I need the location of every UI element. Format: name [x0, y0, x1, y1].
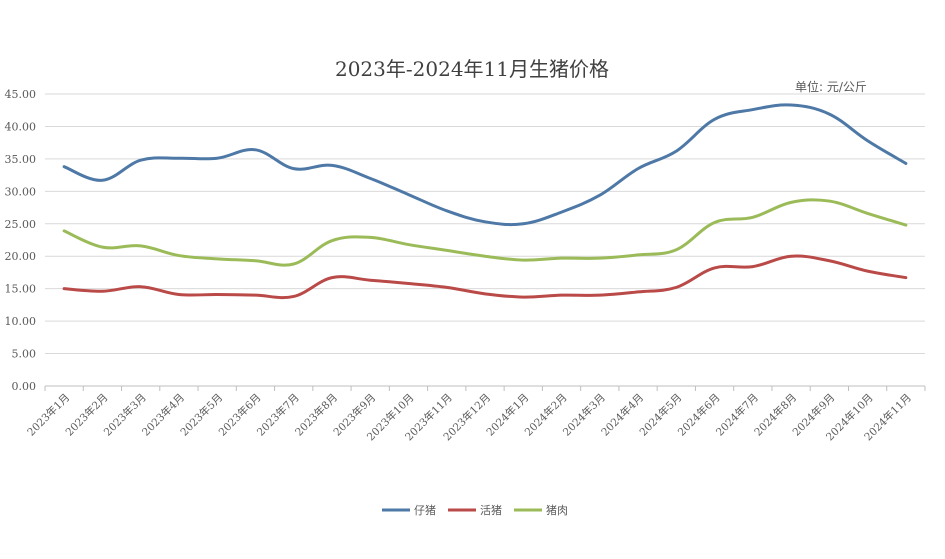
legend-label: 活猪	[480, 504, 502, 517]
series-line-2	[62, 254, 908, 300]
y-tick-labels: 0.00 5.00 10.00 15.00 20.00 25.00 30.00 35.00 40…	[5, 88, 37, 393]
series-layer	[62, 103, 908, 300]
x-tick-labels: 2023年1月2023年2月2023年3月2023年4月2023年5月2023年…	[25, 391, 914, 443]
series-line-3	[62, 198, 908, 267]
y-tick-label: 20.00	[5, 250, 37, 263]
y-tick-label: 40.00	[5, 120, 37, 133]
grid-layer	[44, 93, 926, 391]
y-tick-label: 10.00	[5, 315, 37, 328]
y-tick-label: 5.00	[12, 348, 37, 361]
series-line-1	[62, 103, 908, 227]
y-tick-label: 45.00	[5, 88, 37, 101]
legend-label: 仔猪	[414, 504, 436, 517]
y-tick-label: 15.00	[5, 283, 37, 296]
y-tick-label: 35.00	[5, 153, 37, 166]
y-tick-label: 0.00	[12, 380, 37, 393]
y-tick-label: 30.00	[5, 185, 37, 198]
y-tick-label: 25.00	[5, 218, 37, 231]
legend-label: 猪肉	[546, 504, 568, 517]
legend: 仔猪 活猪 猪肉	[382, 504, 568, 517]
unit-label: 单位: 元/公斤	[795, 79, 867, 94]
chart-title: 2023年-2024年11月生猪价格	[335, 57, 609, 81]
